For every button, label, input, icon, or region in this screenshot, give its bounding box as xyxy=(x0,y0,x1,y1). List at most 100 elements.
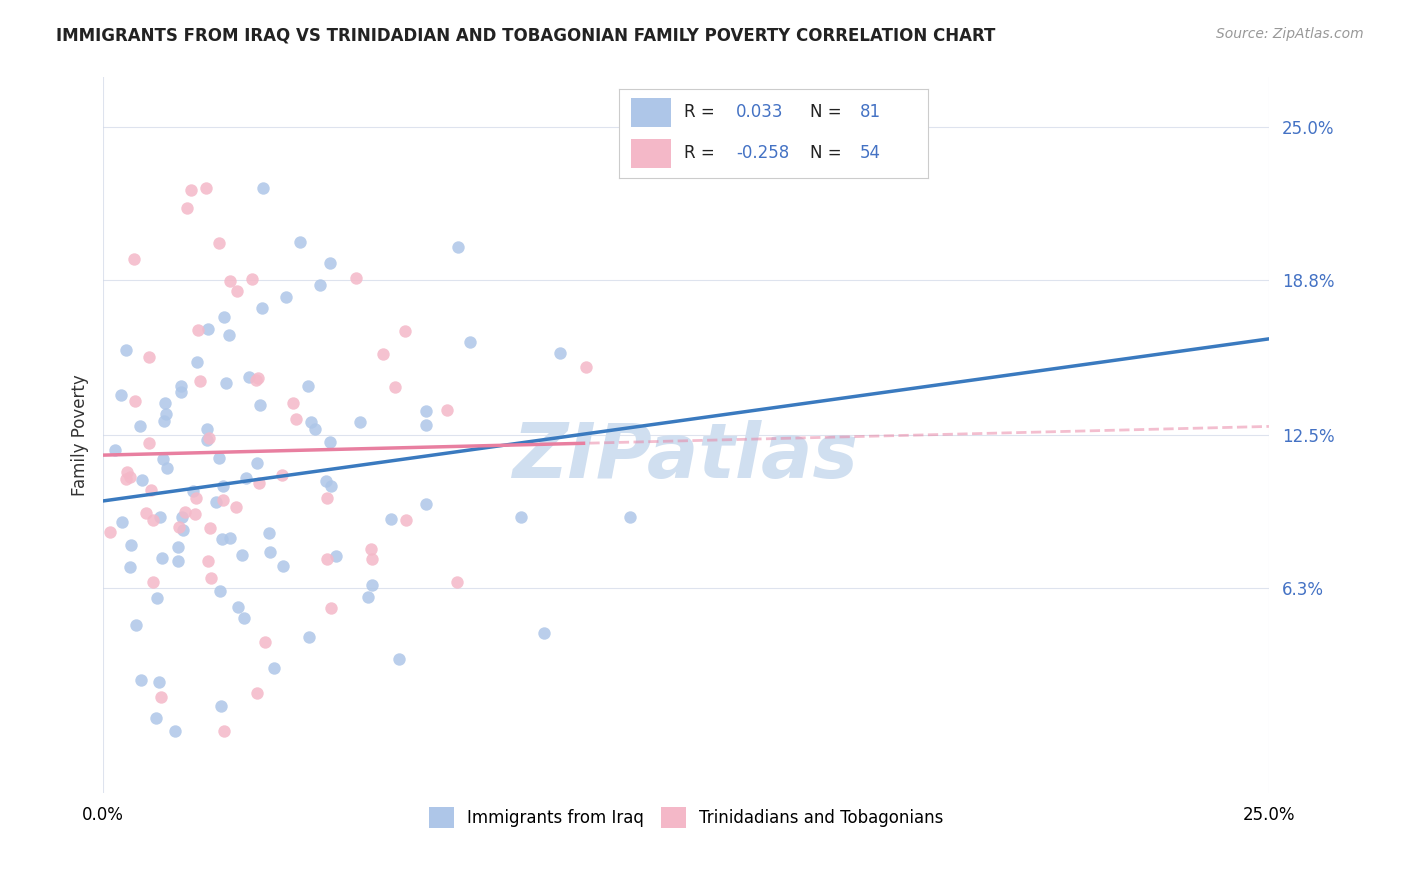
Point xyxy=(271,558,294,573)
Point xyxy=(257,526,280,541)
Point xyxy=(619,510,641,524)
Text: ZIPatlas: ZIPatlas xyxy=(513,419,859,493)
Point xyxy=(208,583,231,598)
Point xyxy=(316,491,339,505)
Point xyxy=(533,626,555,640)
Text: R =: R = xyxy=(683,145,714,162)
Point xyxy=(194,181,217,195)
Point xyxy=(252,301,274,315)
Point xyxy=(263,661,285,675)
Point xyxy=(186,491,208,505)
Point xyxy=(211,532,233,546)
Point xyxy=(249,398,271,412)
Point xyxy=(325,549,347,564)
Point xyxy=(231,549,253,563)
Point xyxy=(120,538,142,552)
Point xyxy=(208,451,231,466)
Point xyxy=(357,591,380,605)
Point xyxy=(120,560,142,574)
Point xyxy=(124,393,146,408)
Point xyxy=(395,513,418,527)
Point xyxy=(186,355,208,369)
Y-axis label: Family Poverty: Family Poverty xyxy=(72,374,89,496)
Point xyxy=(319,479,342,493)
Point xyxy=(176,201,198,215)
Point xyxy=(128,418,150,433)
Point xyxy=(149,510,172,524)
Point xyxy=(219,532,242,546)
Legend: Immigrants from Iraq, Trinidadians and Tobagonians: Immigrants from Iraq, Trinidadians and T… xyxy=(422,801,950,834)
Point xyxy=(110,388,132,402)
Point xyxy=(118,470,141,484)
Point xyxy=(344,271,367,285)
Point xyxy=(281,396,304,410)
Point xyxy=(319,601,342,615)
Point xyxy=(197,322,219,336)
Point xyxy=(198,430,221,444)
Point xyxy=(548,346,571,360)
Point xyxy=(254,635,277,649)
Point xyxy=(226,284,249,298)
Text: IMMIGRANTS FROM IRAQ VS TRINIDADIAN AND TOBAGONIAN FAMILY POVERTY CORRELATION CH: IMMIGRANTS FROM IRAQ VS TRINIDADIAN AND … xyxy=(56,27,995,45)
Point xyxy=(219,274,242,288)
Point xyxy=(458,334,481,349)
Text: N =: N = xyxy=(810,145,842,162)
Point xyxy=(131,473,153,487)
Point xyxy=(125,618,148,632)
Text: Source: ZipAtlas.com: Source: ZipAtlas.com xyxy=(1216,27,1364,41)
Point xyxy=(446,240,468,254)
Point xyxy=(387,652,409,666)
Point xyxy=(349,415,371,429)
Point xyxy=(225,500,247,515)
Point xyxy=(246,686,269,700)
Point xyxy=(360,542,382,557)
Point xyxy=(361,552,384,566)
Point xyxy=(232,611,254,625)
Point xyxy=(319,434,342,449)
Point xyxy=(415,497,437,511)
Point xyxy=(209,698,232,713)
Point xyxy=(139,483,162,497)
Point xyxy=(316,552,339,566)
Point xyxy=(170,379,193,393)
Point xyxy=(212,310,235,324)
Point xyxy=(446,575,468,590)
Point xyxy=(235,471,257,485)
Point xyxy=(187,323,209,337)
Point xyxy=(226,600,249,615)
Point xyxy=(195,433,218,447)
Text: 54: 54 xyxy=(860,145,882,162)
Point xyxy=(509,510,531,524)
Point xyxy=(299,415,322,429)
Point xyxy=(153,396,176,410)
Point xyxy=(156,460,179,475)
Point xyxy=(212,493,235,508)
Point xyxy=(170,510,193,524)
Point xyxy=(183,507,205,521)
Point xyxy=(165,724,187,739)
Text: -0.258: -0.258 xyxy=(737,145,789,162)
Point xyxy=(240,272,263,286)
Point xyxy=(252,181,274,195)
Point xyxy=(153,414,176,428)
Point xyxy=(138,350,160,364)
Point xyxy=(180,183,202,197)
Point xyxy=(148,675,170,690)
Point xyxy=(212,478,235,492)
Point xyxy=(297,379,319,393)
Point xyxy=(129,673,152,687)
Point xyxy=(246,456,269,470)
Point xyxy=(146,591,169,606)
Point xyxy=(319,256,342,270)
Point xyxy=(218,328,240,343)
FancyBboxPatch shape xyxy=(631,139,671,168)
Point xyxy=(98,524,121,539)
Point xyxy=(145,711,167,725)
Point xyxy=(271,468,294,483)
Point xyxy=(181,483,204,498)
Point xyxy=(238,370,260,384)
Point xyxy=(138,436,160,450)
FancyBboxPatch shape xyxy=(631,98,671,127)
Text: R =: R = xyxy=(683,103,714,121)
Point xyxy=(215,376,238,390)
